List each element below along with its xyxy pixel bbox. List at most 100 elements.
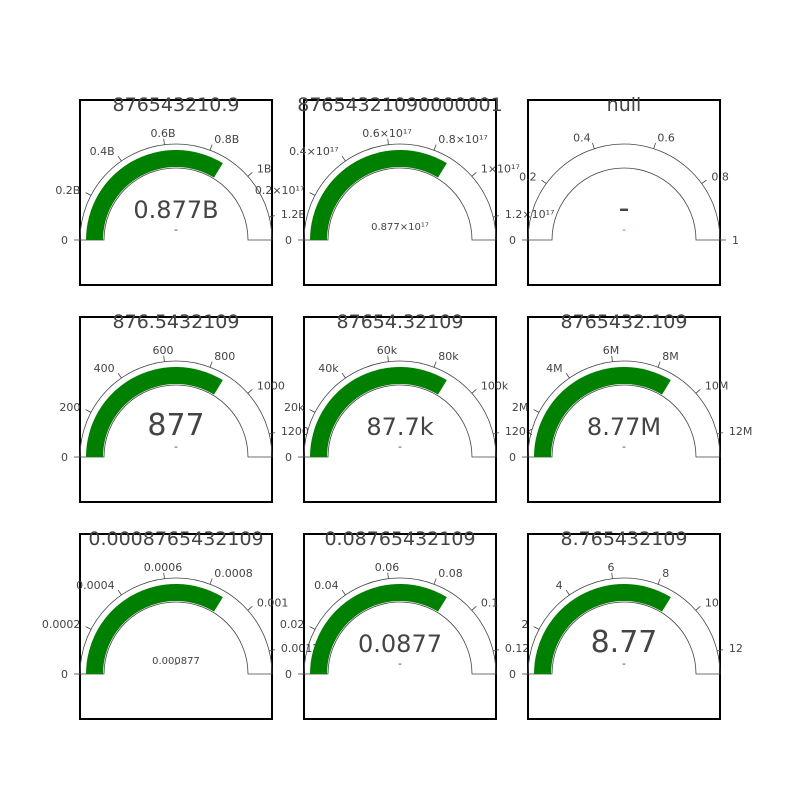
gauge-tick-label: 400 — [94, 362, 115, 375]
gauge-arc-outline — [79, 360, 273, 458]
gauge-arc-outline — [79, 143, 273, 241]
gauge-tick — [117, 589, 122, 596]
gauge-tick — [309, 192, 316, 196]
gauge-tick — [209, 144, 213, 151]
gauge-tick-label: 0.06 — [375, 561, 400, 574]
gauge-tick-label: 1B — [257, 162, 272, 175]
gauge-tick — [163, 138, 165, 145]
gauge-panel-2: 0 0.2×10¹⁷ 0.4×10¹⁷ 0.6×10¹⁷ 0.8×10¹⁷ 1×10¹⁷ 1… — [255, 94, 555, 286]
gauge-tick — [533, 409, 540, 413]
gauge-tick — [309, 409, 316, 413]
gauge-title: 87654.32109 — [337, 311, 464, 333]
gauge-value-text: 87.7k — [366, 413, 433, 441]
gauge-tick — [717, 649, 724, 652]
gauge-tick-label: 0.0002 — [42, 618, 81, 631]
gauge-panel-5: 0 20k 40k 60k 80k 100k 120k 87654.32109 87.7k- — [284, 311, 533, 503]
gauge-value-bar — [86, 583, 223, 674]
gauge-tick-label: 0.6B — [150, 127, 175, 140]
panel-frame — [79, 316, 273, 503]
gauge-tick — [341, 155, 346, 162]
gauge-tick-label: 0.8×10¹⁷ — [438, 133, 488, 146]
gauge-tick-label: 60k — [377, 344, 398, 357]
gauge-tick-label: 20k — [284, 401, 305, 414]
gauge-tick — [653, 142, 656, 149]
gauge-value-bar — [310, 366, 447, 457]
gauge-value-text: - — [619, 191, 630, 226]
gauge-tick — [695, 606, 701, 611]
gauge-tick — [387, 572, 389, 579]
gauge-delta-text: - — [622, 440, 626, 453]
gauge-value-bar — [533, 583, 671, 674]
gauge-tick-label: 0.08 — [438, 567, 463, 580]
gauge-tick — [493, 215, 500, 218]
gauge-tick — [117, 155, 122, 162]
gauge-delta-text: - — [174, 657, 178, 670]
panel-frame — [303, 533, 497, 720]
gauge-tick-label: 0 — [509, 234, 516, 247]
gauge-tick-label: 80k — [438, 350, 459, 363]
gauge-tick — [433, 144, 437, 151]
gauge-tick — [493, 432, 500, 435]
gauge-tick-label: 0 — [285, 668, 292, 681]
gauge-tick-label: 0 — [61, 451, 68, 464]
gauge-delta-text: - — [398, 657, 402, 670]
gauge-tick-label: 1.2×10¹⁷ — [505, 208, 555, 221]
gauge-panel-4: 0 200 400 600 800 1000 1200 876.5432109 877- — [59, 311, 309, 503]
gauge-tick-label: 6 — [607, 561, 614, 574]
gauge-tick — [341, 372, 346, 379]
gauge-tick-label: 600 — [152, 344, 173, 357]
gauge-tick-label: 6M — [603, 344, 620, 357]
gauge-tick — [541, 179, 547, 184]
gauge-arc-outline — [527, 360, 721, 458]
gauge-tick — [471, 172, 477, 177]
gauge-tick — [493, 649, 500, 652]
gauge-tick-label: 0.2 — [519, 171, 537, 184]
gauge-tick-label: 0 — [61, 234, 68, 247]
gauge-tick-label: 0.12 — [505, 642, 530, 655]
gauge-arc-outline — [79, 577, 273, 675]
gauge-tick-label: 0.8B — [214, 133, 239, 146]
gauge-tick — [309, 626, 316, 630]
gauge-delta-text: - — [622, 657, 626, 670]
gauge-tick-label: 0.2B — [55, 184, 80, 197]
gauge-tick — [565, 589, 570, 596]
gauge-tick-label: 0.02 — [280, 618, 305, 631]
gauge-title: 87654321090000001 — [297, 94, 503, 116]
gauge-tick-label: 4M — [546, 362, 563, 375]
gauge-tick — [433, 578, 437, 585]
gauge-tick — [163, 572, 165, 579]
gauge-tick — [565, 372, 570, 379]
gauge-tick-label: 0.2×10¹⁷ — [255, 184, 305, 197]
gauge-value-bar — [533, 366, 671, 457]
gauge-delta-text: - — [622, 223, 626, 236]
gauge-tick-label: 0.4×10¹⁷ — [289, 145, 339, 158]
gauge-value-text: 0.877×10¹⁷ — [371, 222, 429, 233]
gauge-tick — [701, 179, 707, 184]
panel-frame — [527, 99, 721, 286]
gauge-arc-outline — [303, 577, 497, 675]
gauge-value-text: 0.000877 — [152, 656, 200, 667]
gauge-tick — [471, 606, 477, 611]
gauge-value-bar — [86, 366, 223, 457]
panel-frame — [527, 533, 721, 720]
gauge-tick — [269, 649, 276, 652]
gauge-tick-label: 0 — [285, 234, 292, 247]
gauge-tick — [657, 361, 661, 368]
gauge-tick — [387, 355, 389, 362]
gauge-tick-label: 0.04 — [314, 579, 339, 592]
gauge-panel-6: 0 2M 4M 6M 8M 10M 12M 8765432.109 8.77M- — [509, 311, 752, 503]
gauge-tick-label: 0.6×10¹⁷ — [362, 127, 412, 140]
gauge-arc-outline — [303, 143, 497, 241]
panel-frame — [527, 316, 721, 503]
gauge-tick-label: 8 — [662, 567, 669, 580]
gauge-tick-label: 0.0012 — [281, 642, 320, 655]
gauge-tick-label: 0.0006 — [144, 561, 183, 574]
gauge-tick-label: 0.6 — [657, 131, 675, 144]
gauge-tick — [657, 578, 661, 585]
gauge-panel-1: 0 0.2B 0.4B 0.6B 0.8B 1B 1.2B 876543210.9 0.877B… — [55, 94, 306, 286]
gauge-value-text: 8.77 — [591, 625, 658, 660]
gauge-tick — [433, 361, 437, 368]
gauge-value-text: 0.0877 — [358, 630, 442, 658]
gauge-tick — [695, 389, 701, 394]
